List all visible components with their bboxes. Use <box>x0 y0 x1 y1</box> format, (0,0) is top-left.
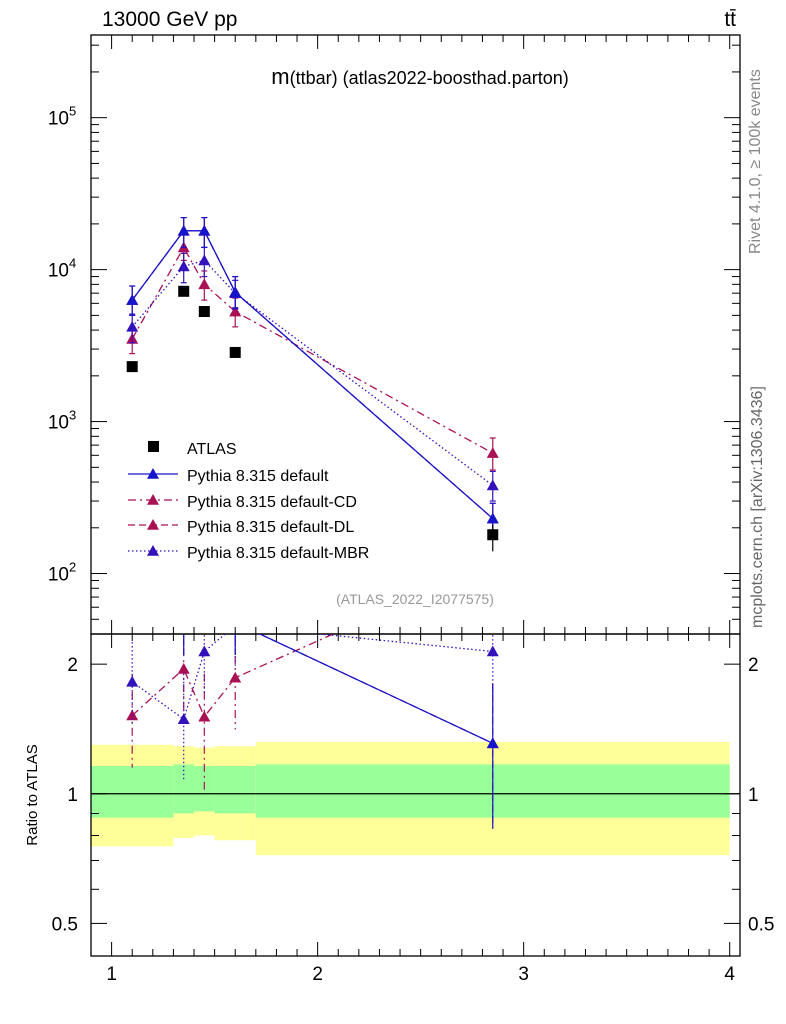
data-point <box>178 285 190 297</box>
ratio-line-3 <box>131 634 493 721</box>
ratio-ytick-left-1: 1 <box>67 785 78 806</box>
axis-ticks <box>91 35 740 956</box>
top-ytick-labels: 102 103 104 105 <box>48 104 76 586</box>
ratio-ytick-right-1: 1 <box>748 785 759 806</box>
legend-marker-0 <box>147 468 159 479</box>
series-marker-3 <box>198 254 211 266</box>
data-point <box>487 529 499 541</box>
ratio-ytick-right-0.5: 0.5 <box>748 914 774 935</box>
series-marker-3 <box>486 479 499 491</box>
ratio-ytick-right-2: 2 <box>748 655 759 676</box>
legend-marks <box>128 441 178 556</box>
legend-mark-atlas <box>148 441 159 452</box>
title-m: m <box>271 64 289 89</box>
inner-band-3 <box>214 766 256 814</box>
ratio-marker-3 <box>486 645 499 657</box>
ratio-marker-3 <box>126 675 139 687</box>
title-paren: (ttbar) <box>290 68 338 88</box>
ratio-marker-0 <box>126 600 138 611</box>
xtick-labels: 1 2 3 4 <box>106 964 735 985</box>
ratio-ytick-left-0.5: 0.5 <box>52 914 78 935</box>
ratio-marker-0 <box>486 737 499 749</box>
title-rest: (atlas2022-boosthad.parton) <box>338 68 569 88</box>
ratio-marker-2 <box>229 616 241 627</box>
series-marker-0 <box>126 294 139 305</box>
ytick-label-1e3: 103 <box>48 408 76 434</box>
series-marker-0 <box>177 224 190 236</box>
ratio-marker-1 <box>198 710 211 722</box>
series-marker-0 <box>198 224 211 236</box>
series-marker-1 <box>486 447 499 458</box>
ytick-label-1e2: 102 <box>48 560 76 586</box>
process-label: tt̄ <box>724 8 736 31</box>
xtick-label-2: 2 <box>312 964 323 985</box>
main-series-layer <box>126 216 499 552</box>
ratio-bands <box>91 741 740 856</box>
ratio-frame <box>90 633 741 957</box>
xtick-label-1: 1 <box>106 964 117 985</box>
legend-label-atlas: ATLAS <box>187 441 237 458</box>
legend-label-default-dl: Pythia 8.315 default-DL <box>187 519 354 536</box>
ratio-marker-0 <box>178 616 190 627</box>
ratio-marker-1 <box>177 662 190 674</box>
series-marker-3 <box>126 320 139 332</box>
series-marker-3 <box>177 260 190 272</box>
series-marker-0 <box>486 512 499 524</box>
ratio-marker-0 <box>229 616 241 627</box>
data-point <box>229 346 241 358</box>
ratio-marker-3 <box>198 645 211 657</box>
ratio-series-layer <box>126 557 499 829</box>
inner-band-0 <box>91 766 174 818</box>
series-marker-1 <box>229 305 242 317</box>
ratio-marker-3 <box>177 713 190 725</box>
analysis-watermark: (ATLAS_2022_I2077575) <box>336 591 494 607</box>
ratio-ytick-labels: 0.5 1 2 0.5 1 2 <box>52 655 775 935</box>
ratio-marker-1 <box>487 557 499 568</box>
legend-marker-2 <box>147 519 159 530</box>
legend-marker-1 <box>147 494 159 505</box>
data-point <box>198 306 210 318</box>
inner-band-1 <box>173 764 195 814</box>
legend-label-default-cd: Pythia 8.315 default-CD <box>187 494 357 511</box>
plot-title: m(ttbar) (atlas2022-boosthad.parton) <box>271 64 569 89</box>
rivet-version-label: Rivet 4.1.0, ≥ 100k events <box>747 69 764 254</box>
legend-marker-3 <box>147 545 159 556</box>
ratio-line-1 <box>131 634 335 718</box>
xtick-label-3: 3 <box>518 964 529 985</box>
ratio-marker-2 <box>178 616 190 627</box>
ratio-line-0 <box>258 634 494 744</box>
series-marker-0 <box>229 286 242 298</box>
ratio-ytick-left-2: 2 <box>67 655 78 676</box>
energy-label: 13000 GeV pp <box>102 8 237 31</box>
ytick-label-1e5: 105 <box>48 104 76 130</box>
ratio-ylabel: Ratio to ATLAS <box>24 744 41 845</box>
xtick-label-4: 4 <box>724 964 735 985</box>
legend: ATLAS Pythia 8.315 default Pythia 8.315 … <box>128 441 369 562</box>
ratio-marker-2 <box>126 600 138 611</box>
legend-label-default: Pythia 8.315 default <box>187 468 329 485</box>
data-point <box>126 361 138 373</box>
series-line-1 <box>131 246 494 454</box>
legend-label-default-mbr: Pythia 8.315 default-MBR <box>187 545 369 562</box>
series-marker-1 <box>198 278 211 290</box>
mcplots-label: mcplots.cern.ch [arXiv:1306.3436] <box>749 386 766 628</box>
ratio-marker-1 <box>229 671 242 683</box>
ytick-label-1e4: 104 <box>48 256 76 282</box>
